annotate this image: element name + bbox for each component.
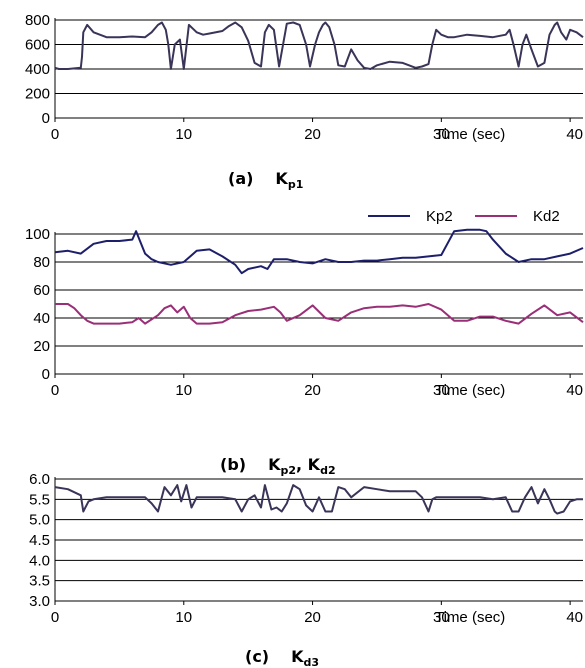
caption-subscript: d2 [320, 464, 336, 477]
y-tick-label: 100 [25, 226, 50, 243]
y-tick-label: 5.5 [29, 491, 50, 508]
caption-symbol: K [291, 647, 304, 666]
y-tick-label: 800 [25, 12, 50, 29]
x-tick-label: 30 [433, 609, 450, 626]
tick-label-backdrop [556, 381, 585, 399]
x-tick-label: 0 [51, 609, 59, 626]
series-line-kd2 [55, 303, 584, 325]
caption-tag: (a) [228, 169, 253, 188]
y-tick-label: 80 [33, 254, 50, 271]
x-tick-label: 10 [175, 382, 192, 399]
y-tick-label: 40 [33, 310, 50, 327]
x-tick-label: 0 [51, 126, 59, 143]
y-tick-label: 3.5 [29, 573, 50, 590]
y-tick-label: 60 [33, 282, 50, 299]
caption-tag: (b) [220, 455, 246, 474]
caption-symbol: K [268, 455, 281, 474]
y-tick-label: 3.0 [29, 593, 50, 610]
legend-label: Kd2 [533, 208, 560, 225]
y-tick-label: 200 [25, 86, 50, 103]
tick-label-backdrop [556, 608, 585, 626]
x-axis-label: Time (sec) [435, 126, 505, 143]
y-tick-label: 4.5 [29, 532, 50, 549]
x-tick-label: 40 [566, 609, 583, 626]
series-line-series-0 [54, 484, 583, 515]
y-tick-label: 0 [42, 366, 50, 383]
legend-label: Kp2 [426, 208, 453, 225]
caption-subscript: p2 [280, 464, 296, 477]
y-tick-label: 4.0 [29, 552, 50, 569]
y-tick-label: 5.0 [29, 512, 50, 529]
y-tick-label: 6.0 [29, 471, 50, 488]
x-tick-label: 20 [304, 126, 321, 143]
x-tick-label: 20 [304, 609, 321, 626]
caption-tag: (c) [245, 647, 269, 666]
chart-1: 020406080100010203040Time (sec)40Kp2Kd2(… [25, 208, 585, 477]
y-tick-label: 0 [42, 110, 50, 127]
x-tick-label: 40 [566, 382, 583, 399]
chart-2: 3.0 3.5 4.0 4.5 5.0 5.5 6.0 0 10 20 30 40 Time (sec)… [29, 471, 585, 668]
tick-label-backdrop [556, 125, 585, 143]
series-line-series-0 [54, 21, 584, 70]
x-tick-label: 30 [433, 126, 450, 143]
x-tick-label: 40 [566, 126, 583, 143]
series-line-kp2 [54, 228, 584, 275]
panel-caption: (c) Kd3 [245, 647, 319, 668]
y-tick-label: 20 [33, 338, 50, 355]
x-tick-label: 20 [304, 382, 321, 399]
caption-subscript: p1 [288, 178, 304, 191]
y-tick-label: 600 [25, 37, 50, 54]
x-axis-label: Time (sec) [435, 382, 505, 399]
x-tick-label: 10 [175, 609, 192, 626]
caption-symbol: K [308, 455, 321, 474]
panel-caption: (b) Kp2, Kd2 [220, 455, 336, 477]
y-tick-label: 400 [25, 61, 50, 78]
caption-symbol: K [275, 169, 288, 188]
caption-subscript: d3 [304, 656, 320, 668]
x-tick-label: 30 [433, 382, 450, 399]
x-tick-label: 10 [175, 126, 192, 143]
x-tick-label: 0 [51, 382, 59, 399]
chart-0: 0200400600800010203040Time (sec)40(a)Kp1 [25, 12, 585, 191]
x-axis-label: Time (sec) [435, 609, 505, 626]
panel-caption: (a) Kp1 [228, 169, 303, 191]
